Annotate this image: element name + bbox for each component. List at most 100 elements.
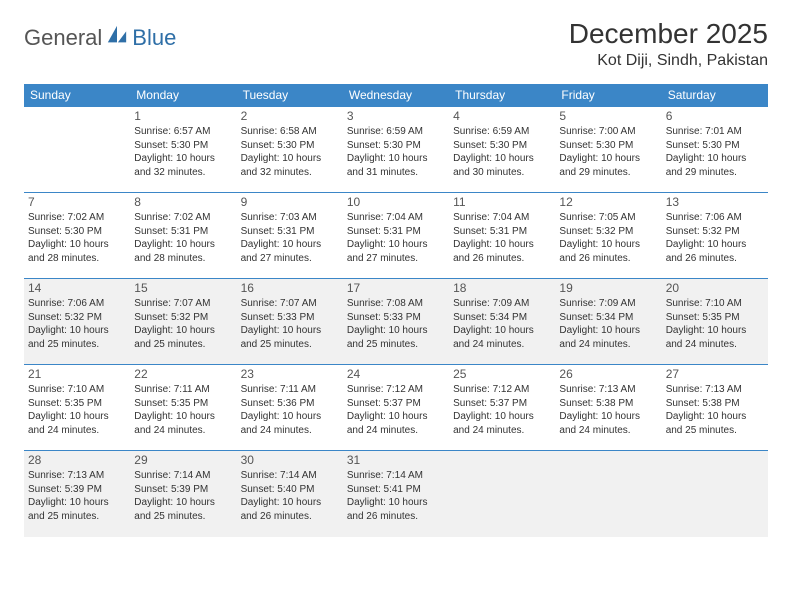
- day-header: Sunday: [24, 84, 130, 107]
- day-number: 20: [666, 281, 764, 295]
- calendar-cell: 27Sunrise: 7:13 AMSunset: 5:38 PMDayligh…: [662, 365, 768, 451]
- sunset-text: Sunset: 5:30 PM: [453, 139, 551, 153]
- sunrise-text: Sunrise: 7:02 AM: [134, 211, 232, 225]
- sunrise-text: Sunrise: 7:13 AM: [666, 383, 764, 397]
- calendar-week: 14Sunrise: 7:06 AMSunset: 5:32 PMDayligh…: [24, 279, 768, 365]
- calendar-cell: 24Sunrise: 7:12 AMSunset: 5:37 PMDayligh…: [343, 365, 449, 451]
- sunrise-text: Sunrise: 7:07 AM: [241, 297, 339, 311]
- sunset-text: Sunset: 5:31 PM: [347, 225, 445, 239]
- sunset-text: Sunset: 5:32 PM: [666, 225, 764, 239]
- sunrise-text: Sunrise: 6:59 AM: [453, 125, 551, 139]
- calendar-cell: 12 Sunrise: 7:05 AMSunset: 5:32 PMDayligh…: [555, 193, 661, 279]
- sunrise-text: Sunrise: 6:59 AM: [347, 125, 445, 139]
- calendar-cell: 4Sunrise: 6:59 AMSunset: 5:30 PMDaylight…: [449, 107, 555, 193]
- sunrise-text: Sunrise: 7:11 AM: [241, 383, 339, 397]
- daylight-text: and 25 minutes.: [134, 510, 232, 524]
- sunset-text: Sunset: 5:30 PM: [559, 139, 657, 153]
- day-number: 25: [453, 367, 551, 381]
- calendar-cell: 9Sunrise: 7:03 AMSunset: 5:31 PMDaylight…: [237, 193, 343, 279]
- day-number: 19: [559, 281, 657, 295]
- sunset-text: Sunset: 5:35 PM: [28, 397, 126, 411]
- day-header: Monday: [130, 84, 236, 107]
- sunrise-text: Sunrise: 7:10 AM: [28, 383, 126, 397]
- calendar-cell: 29Sunrise: 7:14 AMSunset: 5:39 PMDayligh…: [130, 451, 236, 537]
- calendar-cell: 17Sunrise: 7:08 AMSunset: 5:33 PMDayligh…: [343, 279, 449, 365]
- daylight-text: Daylight: 10 hours: [559, 410, 657, 424]
- sunrise-text: Sunrise: 7:11 AM: [134, 383, 232, 397]
- sunset-text: Sunset: 5:31 PM: [453, 225, 551, 239]
- calendar-cell: 20Sunrise: 7:10 AMSunset: 5:35 PMDayligh…: [662, 279, 768, 365]
- daylight-text: Daylight: 10 hours: [28, 324, 126, 338]
- day-number: 2: [241, 109, 339, 123]
- daylight-text: Daylight: 10 hours: [134, 410, 232, 424]
- daylight-text: and 24 minutes.: [241, 424, 339, 438]
- sunrise-text: Sunrise: 7:12 AM: [347, 383, 445, 397]
- daylight-text: and 26 minutes.: [241, 510, 339, 524]
- sunset-text: Sunset: 5:32 PM: [28, 311, 126, 325]
- daylight-text: and 24 minutes.: [453, 338, 551, 352]
- calendar-table: SundayMondayTuesdayWednesdayThursdayFrid…: [24, 84, 768, 537]
- sunrise-text: Sunrise: 7:05 AM: [559, 211, 657, 225]
- sunrise-text: Sunrise: 7:14 AM: [241, 469, 339, 483]
- daylight-text: and 29 minutes.: [666, 166, 764, 180]
- daylight-text: Daylight: 10 hours: [241, 496, 339, 510]
- calendar-cell: 6Sunrise: 7:01 AMSunset: 5:30 PMDaylight…: [662, 107, 768, 193]
- sunrise-text: Sunrise: 7:09 AM: [559, 297, 657, 311]
- location-subtitle: Kot Diji, Sindh, Pakistan: [569, 52, 768, 70]
- sunrise-text: Sunrise: 7:06 AM: [666, 211, 764, 225]
- daylight-text: Daylight: 10 hours: [666, 238, 764, 252]
- sunset-text: Sunset: 5:35 PM: [134, 397, 232, 411]
- title-block: December 2025 Kot Diji, Sindh, Pakistan: [569, 18, 768, 70]
- day-number: 26: [559, 367, 657, 381]
- daylight-text: and 32 minutes.: [241, 166, 339, 180]
- calendar-cell: 3Sunrise: 6:59 AMSunset: 5:30 PMDaylight…: [343, 107, 449, 193]
- daylight-text: Daylight: 10 hours: [347, 238, 445, 252]
- day-header: Friday: [555, 84, 661, 107]
- calendar-cell: 16Sunrise: 7:07 AMSunset: 5:33 PMDayligh…: [237, 279, 343, 365]
- sunrise-text: Sunrise: 7:06 AM: [28, 297, 126, 311]
- daylight-text: and 27 minutes.: [241, 252, 339, 266]
- calendar-cell: [24, 107, 130, 193]
- day-number: 12: [559, 195, 657, 209]
- day-number: 29: [134, 453, 232, 467]
- daylight-text: and 27 minutes.: [347, 252, 445, 266]
- sunrise-text: Sunrise: 6:57 AM: [134, 125, 232, 139]
- calendar-cell: 2Sunrise: 6:58 AMSunset: 5:30 PMDaylight…: [237, 107, 343, 193]
- daylight-text: and 24 minutes.: [347, 424, 445, 438]
- daylight-text: and 28 minutes.: [134, 252, 232, 266]
- daylight-text: Daylight: 10 hours: [559, 238, 657, 252]
- sunset-text: Sunset: 5:30 PM: [241, 139, 339, 153]
- calendar-cell: 18Sunrise: 7:09 AMSunset: 5:34 PMDayligh…: [449, 279, 555, 365]
- sunset-text: Sunset: 5:30 PM: [666, 139, 764, 153]
- sunrise-text: Sunrise: 6:58 AM: [241, 125, 339, 139]
- sunset-text: Sunset: 5:34 PM: [453, 311, 551, 325]
- daylight-text: and 26 minutes.: [347, 510, 445, 524]
- day-header: Saturday: [662, 84, 768, 107]
- daylight-text: Daylight: 10 hours: [347, 410, 445, 424]
- sunset-text: Sunset: 5:41 PM: [347, 483, 445, 497]
- daylight-text: and 24 minutes.: [28, 424, 126, 438]
- calendar-cell: 15Sunrise: 7:07 AMSunset: 5:32 PMDayligh…: [130, 279, 236, 365]
- calendar-cell: 7Sunrise: 7:02 AMSunset: 5:30 PMDaylight…: [24, 193, 130, 279]
- sunrise-text: Sunrise: 7:14 AM: [134, 469, 232, 483]
- daylight-text: Daylight: 10 hours: [559, 324, 657, 338]
- day-number: 8: [134, 195, 232, 209]
- daylight-text: and 30 minutes.: [453, 166, 551, 180]
- daylight-text: Daylight: 10 hours: [347, 496, 445, 510]
- sunset-text: Sunset: 5:38 PM: [666, 397, 764, 411]
- sunset-text: Sunset: 5:32 PM: [559, 225, 657, 239]
- day-number: 9: [241, 195, 339, 209]
- daylight-text: and 29 minutes.: [559, 166, 657, 180]
- page-header: General Blue December 2025 Kot Diji, Sin…: [24, 18, 768, 70]
- day-number: 17: [347, 281, 445, 295]
- calendar-header-row: SundayMondayTuesdayWednesdayThursdayFrid…: [24, 84, 768, 107]
- daylight-text: and 24 minutes.: [134, 424, 232, 438]
- daylight-text: Daylight: 10 hours: [453, 410, 551, 424]
- calendar-cell: 14Sunrise: 7:06 AMSunset: 5:32 PMDayligh…: [24, 279, 130, 365]
- daylight-text: and 24 minutes.: [666, 338, 764, 352]
- logo-text-a: General: [24, 25, 102, 51]
- daylight-text: Daylight: 10 hours: [453, 324, 551, 338]
- calendar-cell: 23Sunrise: 7:11 AMSunset: 5:36 PMDayligh…: [237, 365, 343, 451]
- calendar-cell: 21Sunrise: 7:10 AMSunset: 5:35 PMDayligh…: [24, 365, 130, 451]
- sunrise-text: Sunrise: 7:14 AM: [347, 469, 445, 483]
